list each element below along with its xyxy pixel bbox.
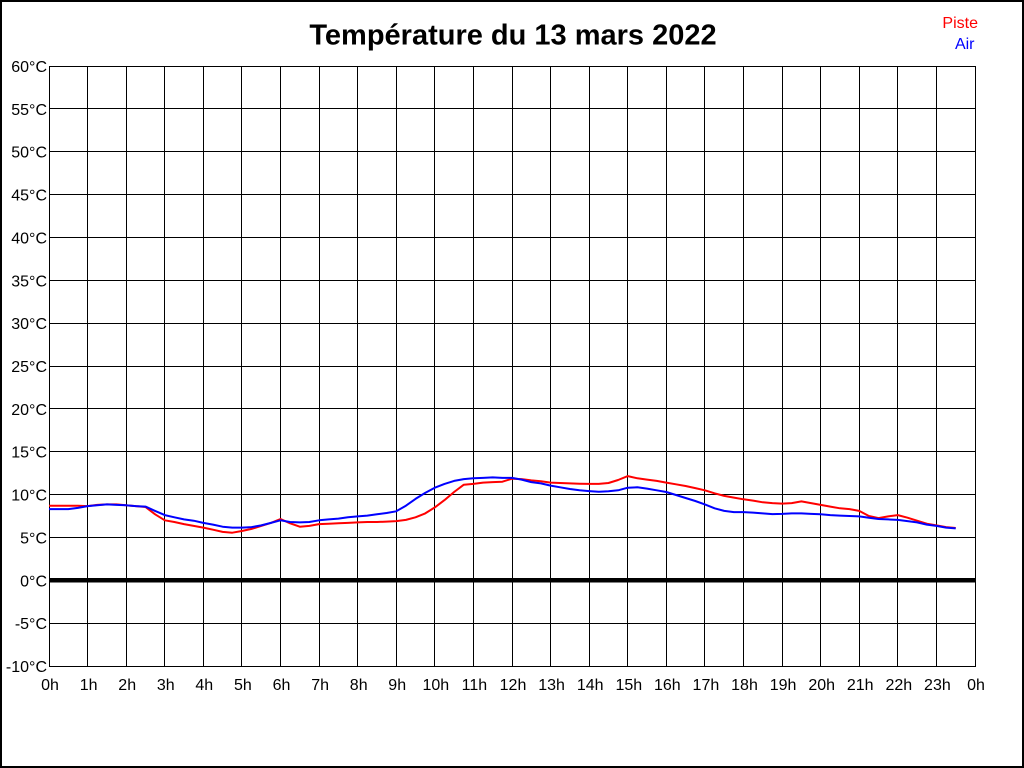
svg-text:45°C: 45°C [11,188,47,205]
svg-text:3h: 3h [157,677,175,694]
svg-text:0°C: 0°C [20,573,47,590]
svg-text:21h: 21h [847,677,874,694]
svg-text:13h: 13h [538,677,565,694]
svg-text:35°C: 35°C [11,273,47,290]
svg-text:50°C: 50°C [11,145,47,162]
svg-text:0h: 0h [41,677,59,694]
svg-text:20°C: 20°C [11,402,47,419]
svg-text:5°C: 5°C [20,530,47,547]
svg-text:2h: 2h [118,677,136,694]
svg-text:16h: 16h [654,677,681,694]
svg-text:10°C: 10°C [11,488,47,505]
svg-text:0h: 0h [967,677,985,694]
svg-text:23h: 23h [924,677,951,694]
svg-text:30°C: 30°C [11,316,47,333]
svg-text:14h: 14h [577,677,604,694]
svg-text:60°C: 60°C [11,59,47,76]
svg-text:Piste: Piste [942,15,978,32]
svg-text:40°C: 40°C [11,230,47,247]
svg-text:18h: 18h [731,677,758,694]
svg-text:5h: 5h [234,677,252,694]
svg-text:20h: 20h [808,677,835,694]
svg-text:12h: 12h [500,677,527,694]
svg-text:15°C: 15°C [11,445,47,462]
svg-text:22h: 22h [885,677,912,694]
svg-text:11h: 11h [462,677,488,694]
svg-text:19h: 19h [770,677,797,694]
svg-text:25°C: 25°C [11,359,47,376]
svg-text:6h: 6h [273,677,291,694]
svg-text:Air: Air [955,36,975,53]
svg-text:10h: 10h [422,677,449,694]
svg-text:9h: 9h [388,677,406,694]
svg-text:7h: 7h [311,677,329,694]
svg-text:-10°C: -10°C [6,659,47,676]
svg-text:17h: 17h [693,677,720,694]
svg-text:55°C: 55°C [11,102,47,119]
svg-text:-5°C: -5°C [15,616,47,633]
svg-text:15h: 15h [615,677,642,694]
svg-text:4h: 4h [195,677,213,694]
svg-text:Température du 13 mars 2022: Température du 13 mars 2022 [309,20,716,52]
svg-text:1h: 1h [80,677,98,694]
svg-text:8h: 8h [350,677,368,694]
